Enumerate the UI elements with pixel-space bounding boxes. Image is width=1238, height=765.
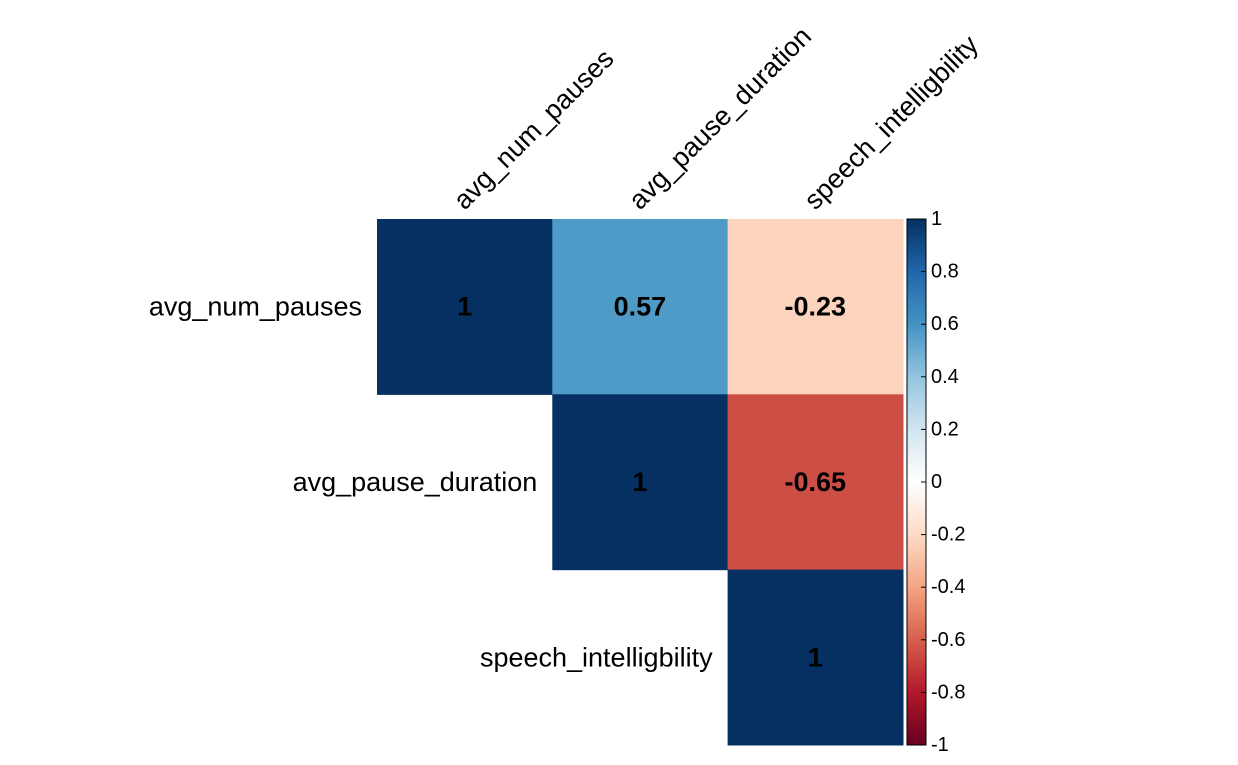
color-legend: 1 0.8 0.6 0.4 0.2 0 -0.2 -0.4 -0.6 -0.8 -1 xyxy=(906,208,965,756)
heatmap-cell-avg-num-pauses-avg-num-pauses xyxy=(377,219,553,395)
row-label-avg-pause-duration: avg_pause_duration xyxy=(293,467,538,497)
color-bar-tick-label: -0.8 xyxy=(931,681,965,703)
heatmap-cell-avg-pause-duration-avg-pause-duration xyxy=(552,394,729,571)
row-label-avg-num-pauses: avg_num_pauses xyxy=(149,292,362,322)
color-bar-tick-label: 0.8 xyxy=(931,261,959,283)
color-bar-tick-label: 0.4 xyxy=(931,366,959,388)
column-label-avg-num-pauses: avg_num_pauses xyxy=(448,43,620,215)
column-label-avg-pause-duration: avg_pause_duration xyxy=(623,21,817,215)
heatmap-cell-avg-num-pauses-speech-intelligbility xyxy=(727,219,904,395)
color-bar-tick-label: 0 xyxy=(931,471,942,493)
heatmap-cell-speech-intelligbility-speech-intelligbility xyxy=(727,569,904,746)
heatmap-cell-avg-num-pauses-avg-pause-duration xyxy=(552,219,729,395)
color-bar-tick-label: 1 xyxy=(931,208,942,230)
color-bar-tick-label: -0.2 xyxy=(931,524,965,546)
color-bar-tick-label: 0.6 xyxy=(931,313,959,335)
cell-value-label: -0.23 xyxy=(785,292,847,322)
cell-value-label: 0.57 xyxy=(614,292,667,322)
column-label-speech-intelligbility: speech_intelligbility xyxy=(798,29,984,215)
cell-value-label: 1 xyxy=(457,292,472,322)
cell-value-label: -0.65 xyxy=(785,467,847,497)
column-labels: avg_num_pauses avg_pause_durationspeech_i… xyxy=(448,21,985,215)
color-bar-tick-label: 0.2 xyxy=(931,418,959,440)
color-bar-tick-label: -0.6 xyxy=(931,629,965,651)
row-labels: avg_num_pauses avg_pause_duration speech_i… xyxy=(149,292,713,673)
row-label-speech-intelligbility: speech_intelligbility xyxy=(480,642,713,672)
heatmap-cell-avg-pause-duration-speech-intelligbility xyxy=(727,394,904,571)
color-bar-tick-label: -0.4 xyxy=(931,576,965,598)
heatmap-cells: 1 0.57 -0.23 1 -0.65 1 xyxy=(377,219,904,746)
cell-value-label: 1 xyxy=(632,467,647,497)
cell-value-label: 1 xyxy=(808,642,823,672)
color-bar-tick-label: -1 xyxy=(931,734,949,756)
